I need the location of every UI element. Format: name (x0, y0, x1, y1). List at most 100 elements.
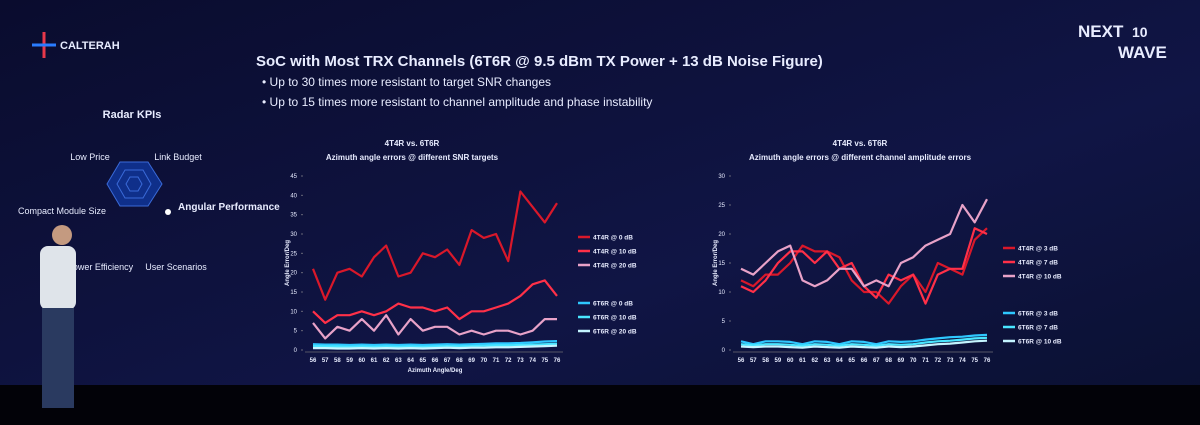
legend-label: 4T4R @ 7 dB (1018, 260, 1058, 267)
legend-label: 6T6R @ 0 dB (593, 301, 633, 308)
legend-label: 4T4R @ 10 dB (1018, 274, 1062, 281)
x-tick-label: 56 (738, 358, 745, 364)
y-axis-label: Angle Error/Deg (713, 240, 719, 286)
y-tick-label: 10 (290, 309, 297, 315)
radar-label: Link Budget (154, 152, 202, 162)
y-tick-label: 0 (722, 348, 726, 354)
x-tick-label: 61 (799, 358, 806, 364)
radar-title: Radar KPIs (103, 109, 162, 121)
y-tick-label: 30 (290, 232, 297, 238)
x-tick-label: 63 (395, 358, 402, 364)
logo-mark (32, 32, 56, 58)
y-tick-label: 40 (290, 193, 297, 199)
event-top: NEXT (1078, 22, 1124, 41)
y-tick-label: 35 (290, 213, 297, 219)
series-line (312, 340, 558, 347)
radar-label: Compact Module Size (18, 206, 106, 216)
slide-title: SoC with Most TRX Channels (6T6R @ 9.5 d… (256, 53, 823, 70)
x-tick-label: 63 (824, 358, 831, 364)
y-axis-label: Angle Error/Deg (285, 240, 291, 286)
x-tick-label: 57 (322, 358, 329, 364)
series-line (740, 339, 988, 349)
x-tick-label: 58 (762, 358, 769, 364)
event-num: 10 (1132, 24, 1148, 40)
x-tick-label: 66 (432, 358, 439, 364)
x-tick-label: 76 (984, 358, 991, 364)
x-tick-label: 67 (444, 358, 451, 364)
x-tick-label: 69 (898, 358, 905, 364)
x-axis-label: Azimuth Angle/Deg (408, 368, 463, 374)
y-tick-label: 25 (290, 251, 297, 257)
legend-label: 6T6R @ 20 dB (593, 329, 637, 336)
presenter (40, 225, 76, 408)
x-tick-label: 65 (419, 358, 426, 364)
radar (106, 161, 171, 215)
y-tick-label: 15 (290, 290, 297, 296)
x-tick-label: 73 (517, 358, 524, 364)
bullet: • Up to 15 times more resistant to chann… (262, 95, 652, 109)
x-tick-label: 74 (959, 358, 966, 364)
x-tick-label: 64 (407, 358, 414, 364)
y-tick-label: 15 (718, 261, 725, 267)
x-tick-label: 62 (383, 358, 390, 364)
radar-label: Angular Performance (178, 202, 280, 213)
y-tick-label: 20 (290, 271, 297, 277)
x-tick-label: 59 (775, 358, 782, 364)
x-tick-label: 60 (787, 358, 794, 364)
x-tick-label: 74 (529, 358, 536, 364)
y-tick-label: 5 (294, 329, 298, 335)
x-tick-label: 72 (934, 358, 941, 364)
chart-title: 4T4R vs. 6T6R (833, 139, 888, 148)
x-tick-label: 65 (848, 358, 855, 364)
x-tick-label: 67 (873, 358, 880, 364)
legend-label: 4T4R @ 3 dB (1018, 246, 1058, 253)
x-tick-label: 73 (947, 358, 954, 364)
event-bottom: WAVE (1118, 43, 1167, 62)
chart-title: 4T4R vs. 6T6R (385, 139, 440, 148)
y-tick-label: 0 (294, 348, 298, 354)
x-tick-label: 69 (468, 358, 475, 364)
legend-label: 4T4R @ 10 dB (593, 249, 637, 256)
y-tick-label: 5 (722, 319, 726, 325)
series-line (740, 198, 988, 288)
x-tick-label: 75 (541, 358, 548, 364)
audience (0, 385, 1200, 425)
x-tick-label: 76 (554, 358, 561, 364)
radar-label: Power Efficiency (67, 262, 134, 272)
x-tick-label: 75 (971, 358, 978, 364)
series-line (312, 314, 557, 340)
x-tick-label: 71 (922, 358, 929, 364)
bullet: • Up to 30 times more resistant to targe… (262, 75, 551, 89)
x-tick-label: 57 (750, 358, 757, 364)
legend-label: 6T6R @ 3 dB (1018, 311, 1058, 318)
x-tick-label: 71 (493, 358, 500, 364)
legend-label: 6T6R @ 10 dB (593, 315, 637, 322)
series-line (740, 336, 988, 347)
y-tick-label: 10 (718, 290, 725, 296)
legend-label: 6T6R @ 10 dB (1018, 339, 1062, 346)
legend-label: 6T6R @ 7 dB (1018, 325, 1058, 332)
x-tick-label: 64 (836, 358, 843, 364)
series-line (313, 344, 558, 350)
y-tick-label: 20 (718, 232, 725, 238)
y-tick-label: 30 (718, 174, 725, 180)
x-tick-label: 61 (371, 358, 378, 364)
x-tick-label: 68 (885, 358, 892, 364)
x-tick-label: 70 (480, 358, 487, 364)
chart-subtitle: Azimuth angle errors @ different SNR tar… (326, 153, 499, 162)
x-tick-label: 56 (310, 358, 317, 364)
series-line (312, 342, 558, 348)
x-tick-label: 66 (861, 358, 868, 364)
series-line (740, 333, 988, 346)
y-tick-label: 25 (718, 203, 725, 209)
radar-label: User Scenarios (145, 262, 207, 272)
x-tick-label: 60 (358, 358, 365, 364)
x-tick-label: 58 (334, 358, 341, 364)
legend-label: 4T4R @ 20 dB (593, 263, 637, 270)
radar-label: Low Price (70, 152, 110, 162)
series-line (311, 190, 558, 301)
series-line (740, 227, 988, 305)
